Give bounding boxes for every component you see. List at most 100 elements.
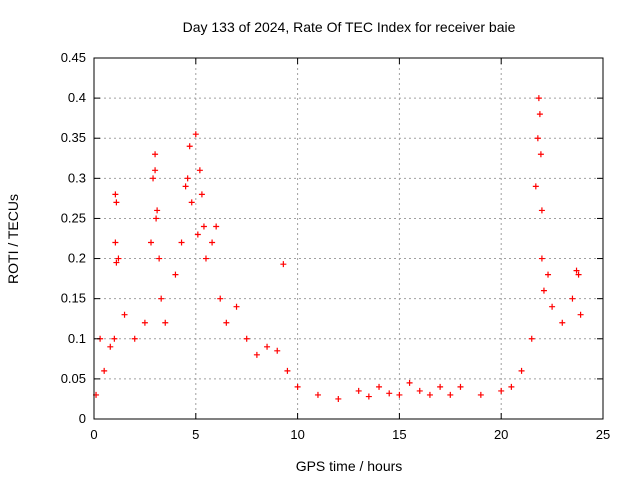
data-point <box>112 239 119 246</box>
data-point <box>194 231 201 238</box>
data-point <box>223 319 230 326</box>
axis-ticks: 0 5 10 15 20 25 0 0.05 0.1 0.15 0.2 0.25 0.3 0.35 0.4 0… <box>61 50 611 442</box>
x-tick-label: 20 <box>494 427 508 442</box>
y-tick-label: 0.05 <box>61 371 86 386</box>
data-point <box>274 347 281 354</box>
y-tick-label: 0.2 <box>68 251 86 266</box>
data-point <box>549 303 556 310</box>
data-point <box>131 335 138 342</box>
data-point <box>538 207 545 214</box>
data-point <box>536 111 543 118</box>
data-point <box>113 259 120 266</box>
data-point <box>396 391 403 398</box>
data-point <box>213 223 220 230</box>
data-point <box>280 261 287 268</box>
data-point <box>186 143 193 150</box>
data-point <box>355 387 362 394</box>
data-point <box>538 255 545 262</box>
grid-lines <box>94 58 603 419</box>
data-point <box>534 135 541 142</box>
data-point <box>182 183 189 190</box>
data-point <box>152 151 159 158</box>
data-point <box>540 287 547 294</box>
x-axis-label: GPS time / hours <box>296 458 403 474</box>
y-tick-label: 0.3 <box>68 170 86 185</box>
x-tick-label: 10 <box>290 427 304 442</box>
data-point <box>209 239 216 246</box>
x-tick-label: 25 <box>596 427 610 442</box>
data-point <box>406 379 413 386</box>
plot-frame <box>93 57 604 420</box>
data-point <box>545 271 552 278</box>
data-point <box>437 383 444 390</box>
data-point <box>447 391 454 398</box>
y-tick-label: 0.15 <box>61 291 86 306</box>
data-point <box>154 207 161 214</box>
data-point <box>284 367 291 374</box>
data-point <box>184 175 191 182</box>
data-point <box>532 183 539 190</box>
data-point <box>172 271 179 278</box>
data-point <box>528 335 535 342</box>
data-point <box>498 387 505 394</box>
data-point <box>217 295 224 302</box>
data-point <box>457 383 464 390</box>
y-tick-label: 0.45 <box>61 50 86 65</box>
data-point <box>537 151 544 158</box>
data-point <box>192 131 199 138</box>
chart-title: Day 133 of 2024, Rate Of TEC Index for r… <box>183 19 516 35</box>
data-points <box>93 95 584 402</box>
data-point <box>508 383 515 390</box>
data-point <box>150 175 157 182</box>
x-tick-label: 15 <box>392 427 406 442</box>
data-point <box>178 239 185 246</box>
data-point <box>200 223 207 230</box>
y-tick-label: 0.1 <box>68 331 86 346</box>
x-tick-label: 0 <box>90 427 97 442</box>
y-tick-label: 0 <box>79 411 86 426</box>
data-point <box>335 395 342 402</box>
data-point <box>107 343 114 350</box>
data-point <box>202 255 209 262</box>
y-tick-label: 0.25 <box>61 210 86 225</box>
data-point <box>376 383 383 390</box>
data-point <box>575 271 582 278</box>
data-point <box>518 367 525 374</box>
data-point <box>113 199 120 206</box>
y-axis-label: ROTI / TECUs <box>5 194 21 284</box>
data-point <box>198 191 205 198</box>
data-point <box>573 267 580 274</box>
data-point <box>152 167 159 174</box>
data-point <box>386 390 393 397</box>
data-point <box>141 319 148 326</box>
data-point <box>196 167 203 174</box>
data-point <box>577 311 584 318</box>
data-point <box>253 351 260 358</box>
data-point <box>121 311 128 318</box>
data-point <box>156 255 163 262</box>
data-point <box>535 95 542 102</box>
data-point <box>148 239 155 246</box>
y-tick-label: 0.4 <box>68 90 86 105</box>
data-point <box>188 199 195 206</box>
data-point <box>416 387 423 394</box>
x-tick-label: 5 <box>192 427 199 442</box>
data-point <box>115 255 122 262</box>
data-point <box>569 295 576 302</box>
data-point <box>153 215 160 222</box>
data-point <box>233 303 240 310</box>
y-tick-label: 0.35 <box>61 130 86 145</box>
data-point <box>111 335 118 342</box>
data-point <box>477 391 484 398</box>
data-point <box>264 343 271 350</box>
data-point <box>243 335 250 342</box>
data-point <box>112 191 119 198</box>
data-point <box>426 391 433 398</box>
data-point <box>158 295 165 302</box>
data-point <box>162 319 169 326</box>
data-point <box>365 393 372 400</box>
data-point <box>101 367 108 374</box>
data-point <box>294 383 301 390</box>
data-point <box>314 391 321 398</box>
